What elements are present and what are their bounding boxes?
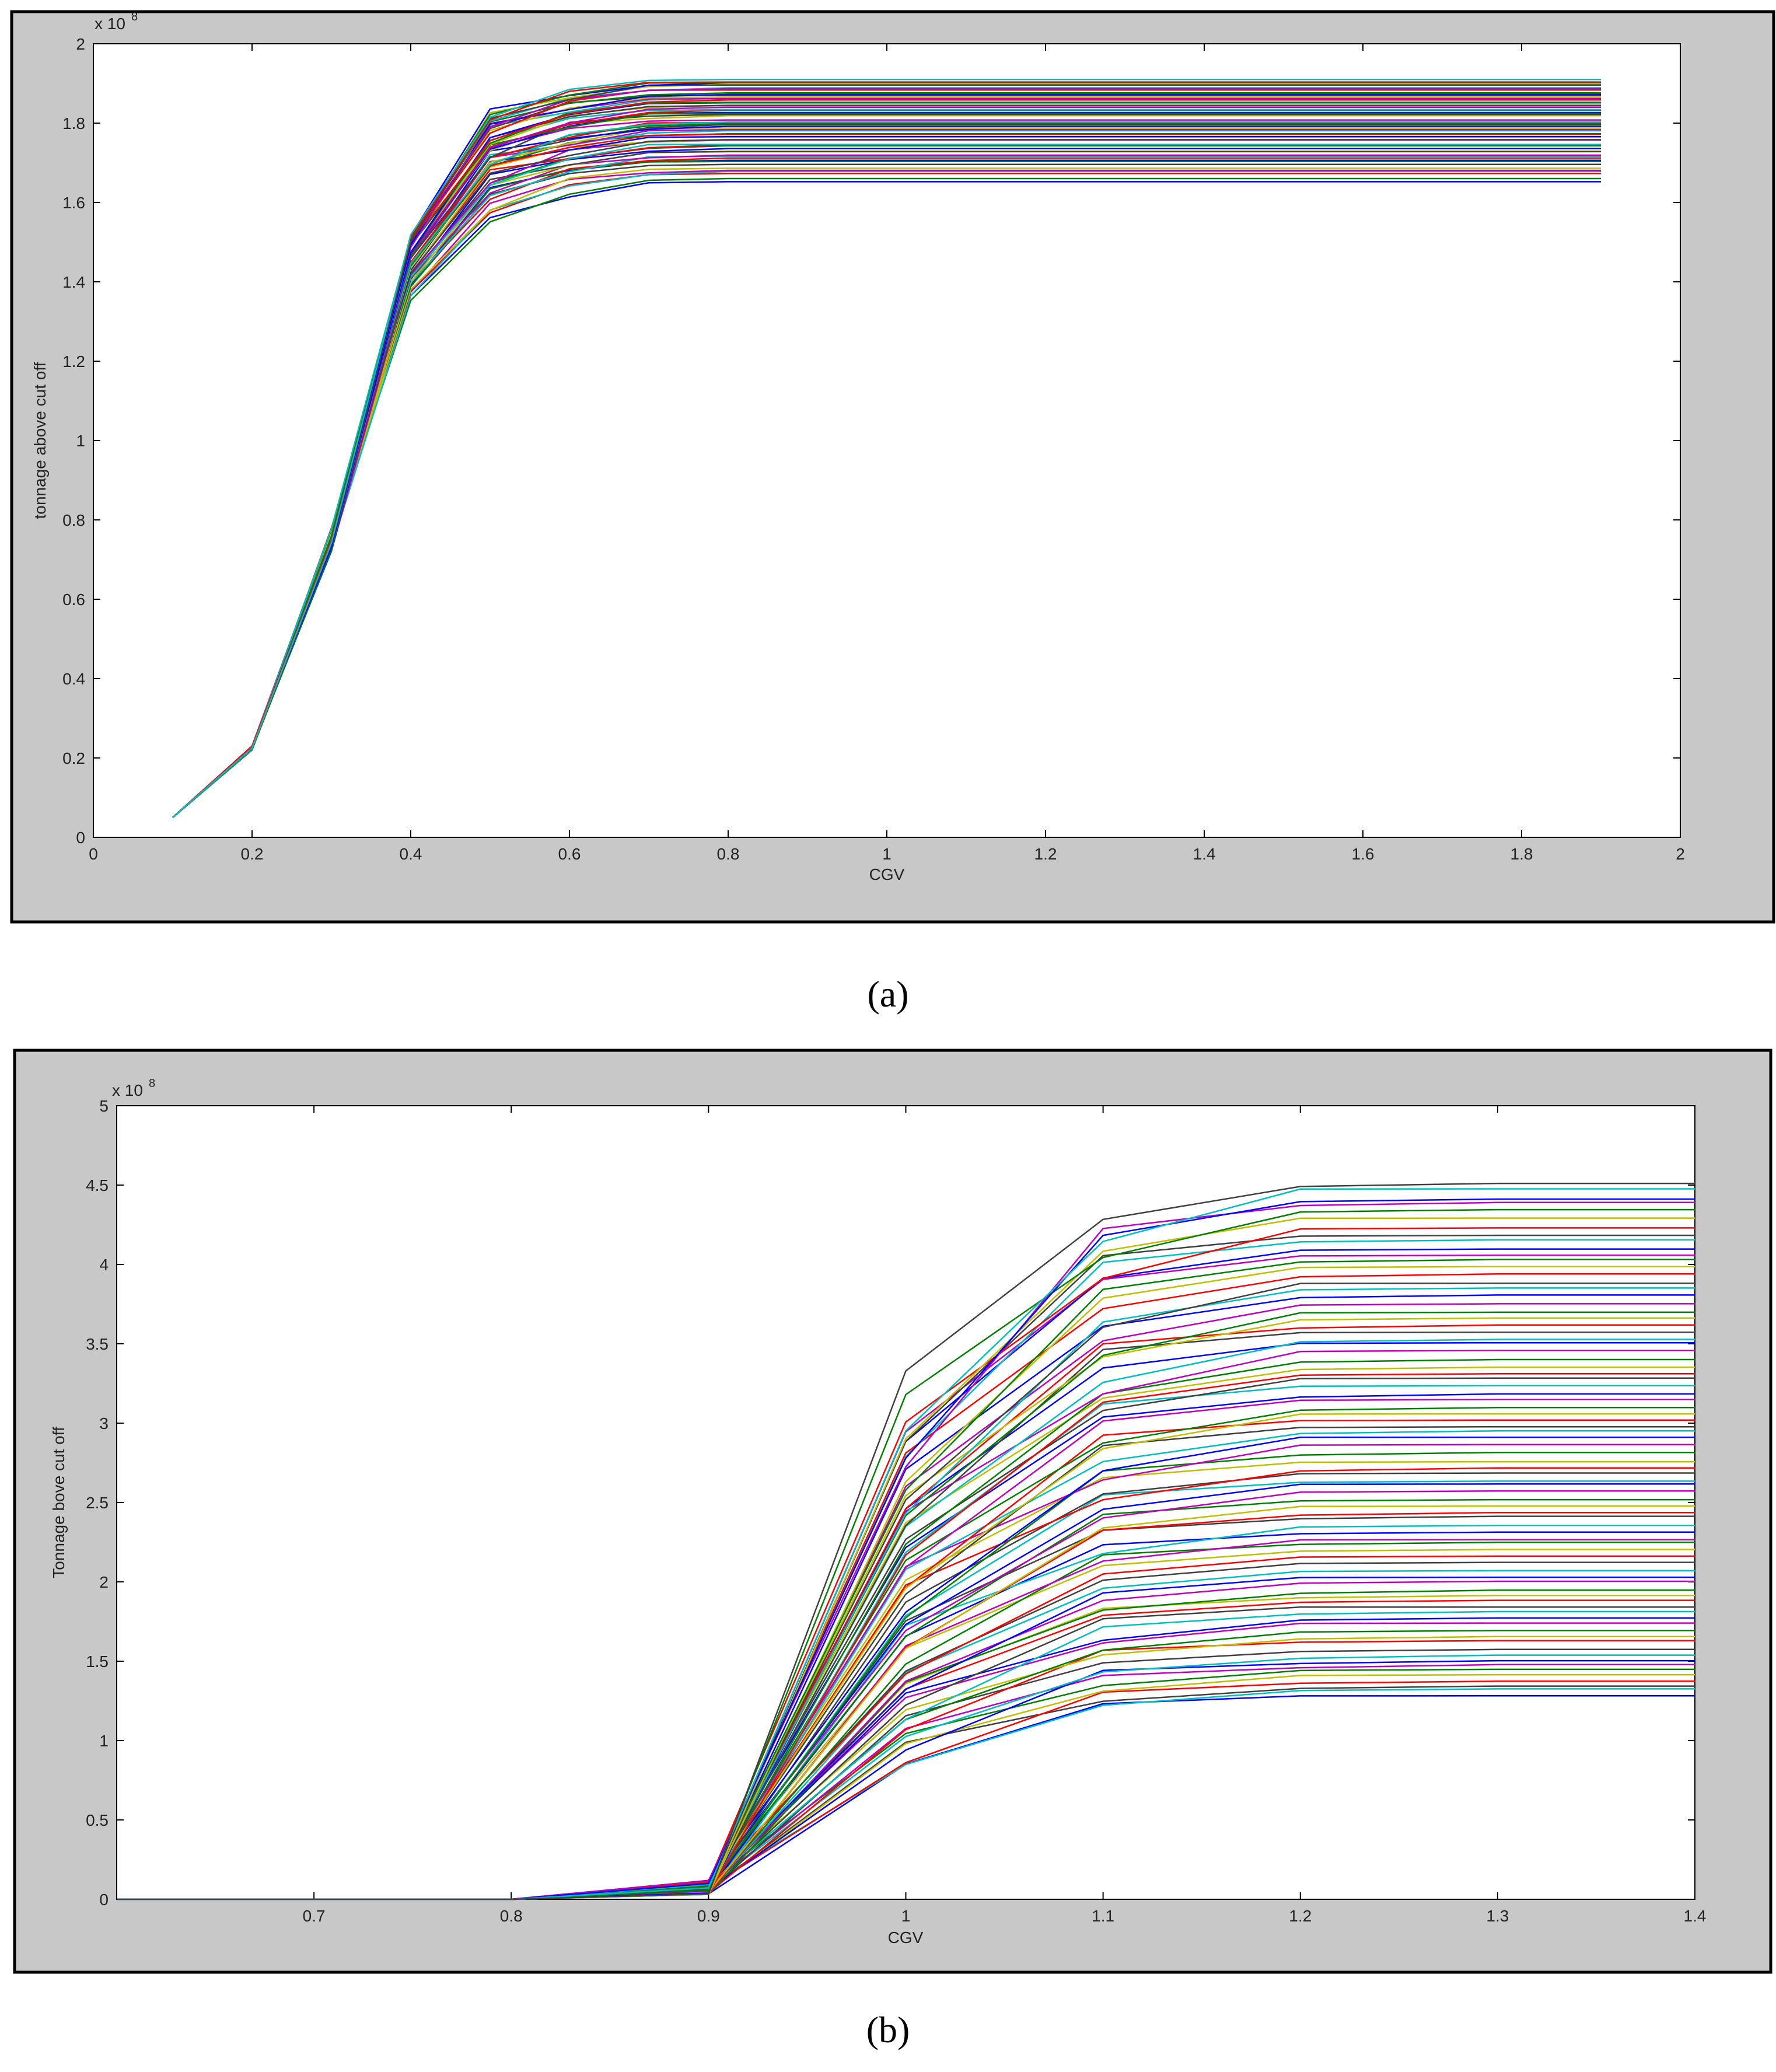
panel-b-ytick-label: 0	[99, 1891, 109, 1909]
panel-a-ytick-label: 2	[76, 35, 85, 53]
panel-b-ytick-label: 1.5	[86, 1652, 109, 1671]
panel-b-ytick-label: 4.5	[86, 1176, 109, 1194]
panel-a-ytick-label: 1	[76, 432, 85, 450]
panel-b-exponent: 8	[149, 1077, 155, 1090]
panel-b-exponent-base: x 10	[112, 1081, 143, 1099]
panel-b-xtick-label: 1.2	[1289, 1907, 1312, 1925]
panel-b-ytick-label: 5	[99, 1097, 109, 1115]
panel-a-xlabel: CGV	[869, 865, 905, 883]
panel-a-ytick-label: 1.4	[62, 273, 85, 291]
panel-a-series-line	[172, 121, 1601, 818]
panel-b-xtick-label: 0.8	[500, 1907, 523, 1925]
panel-b-ytick-label: 2.5	[86, 1494, 109, 1512]
panel-a-caption: (a)	[867, 973, 908, 1015]
panel-b-ytick-label: 4	[99, 1256, 109, 1274]
panel-a-xtick-label: 1.4	[1193, 845, 1216, 863]
panel-b-xlabel: CGV	[888, 1928, 924, 1947]
panel-b-series-line	[117, 1182, 1695, 1900]
panel-b-ytick-label: 1	[99, 1732, 109, 1750]
panel-a-ytick-label: 0.6	[62, 590, 85, 609]
panel-a-ticks: 0 0.2 0.4 0.6 0.8 1 1.2 1.4 1.6 1.8 2 0 0.2 0.4 0.6 0.8…	[62, 35, 1685, 863]
panel-a-series-line	[172, 144, 1601, 818]
panel-b-caption: (b)	[866, 2009, 910, 2050]
panel-a-series-line	[172, 177, 1601, 818]
panel-a-xtick-label: 0.2	[241, 845, 264, 863]
panel-b-ticks: 0.7 0.8 0.9 1 1.1 1.2 1.3 1.4 0 0.5 1 1.5 2 2.5 3 3.5 4 4…	[86, 1097, 1706, 1925]
panel-a-series-line	[172, 94, 1601, 818]
panel-a-xtick-label: 0.4	[400, 845, 422, 863]
panel-b-xtick-label: 0.9	[697, 1907, 720, 1925]
panel-a-xtick-label: 2	[1676, 845, 1685, 863]
panel-a-xtick-label: 1.2	[1034, 845, 1057, 863]
panel-b: 0.7 0.8 0.9 1 1.1 1.2 1.3 1.4 0 0.5 1 1.5 2 2.5 3 3.5 4 4…	[13, 1049, 1772, 2050]
panel-a: 0 0.2 0.4 0.6 0.8 1 1.2 1.4 1.6 1.8 2 0 0.2 0.4 0.6 0.8…	[10, 10, 1775, 1015]
panel-a-ylabel: tonnage above cut off	[31, 362, 49, 519]
panel-a-series-line	[172, 169, 1601, 818]
panel-b-plot-area	[116, 1105, 1695, 1900]
panel-a-series	[172, 78, 1601, 818]
panel-a-series-line	[172, 139, 1601, 818]
panel-a-series-line	[172, 159, 1601, 818]
panel-a-series-line	[172, 170, 1601, 818]
panel-b-ytick-label: 2	[99, 1573, 109, 1591]
panel-a-ytick-label: 0.8	[62, 511, 85, 529]
panel-a-ytick-label: 1.2	[62, 352, 85, 371]
panel-a-series-line	[172, 78, 1601, 818]
panel-a-xtick-label: 1	[882, 845, 892, 863]
panel-a-ytick-label: 1.6	[62, 194, 85, 212]
panel-b-ytick-label: 3.5	[86, 1335, 109, 1353]
panel-b-xtick-label: 0.7	[303, 1907, 326, 1925]
panel-a-exponent: 8	[131, 11, 138, 23]
panel-a-ytick-label: 0.2	[62, 749, 85, 767]
panel-a-series-line	[172, 160, 1601, 818]
panel-a-exponent-base: x 10	[95, 15, 125, 33]
panel-a-xtick-label: 0.8	[717, 845, 740, 863]
panel-b-xtick-label: 1.4	[1684, 1907, 1707, 1925]
panel-b-ylabel: Tonnage bove cut off	[50, 1427, 68, 1578]
panel-a-plot-area	[93, 43, 1681, 838]
panel-a-xtick-label: 1.8	[1511, 845, 1533, 863]
panel-b-ytick-label: 3	[99, 1414, 109, 1432]
panel-a-xtick-label: 1.6	[1352, 845, 1375, 863]
panel-b-ytick-label: 0.5	[86, 1811, 109, 1829]
panel-a-xtick-label: 0	[89, 845, 98, 863]
panel-b-xtick-label: 1.1	[1092, 1907, 1114, 1925]
panel-b-xtick-label: 1	[901, 1907, 911, 1925]
panel-a-ytick-label: 0	[76, 829, 85, 847]
panel-a-series-line	[172, 127, 1601, 818]
panel-a-series-line	[172, 167, 1601, 818]
panel-a-ytick-label: 1.8	[62, 114, 85, 132]
panel-b-xtick-label: 1.3	[1486, 1907, 1509, 1925]
panel-a-xtick-label: 0.6	[558, 845, 581, 863]
panel-a-ytick-label: 0.4	[62, 670, 85, 688]
panel-b-series	[117, 1182, 1695, 1900]
